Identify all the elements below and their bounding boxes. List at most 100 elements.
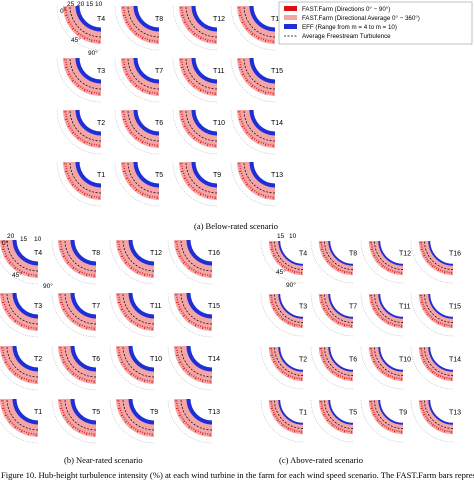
above-t2-fast-dir-bar-13 (276, 366, 280, 369)
near-t4-outer-grid (0, 261, 39, 285)
near-t7-fast-dir-bar-6 (81, 324, 83, 327)
above-t3-fast-dir-bar-15 (275, 309, 277, 312)
top-t10-fast-dir-bar-14 (187, 129, 189, 132)
above-t12-fast-dir-bar-9 (384, 266, 386, 268)
top-t15-fast-dir-bar-19 (238, 66, 242, 69)
above-t12-outer-grid (360, 240, 404, 284)
near-t9-fast-dir-bar-15 (122, 416, 125, 418)
top-t3-fast-dir-bar-10 (77, 84, 80, 88)
near-t13-fast-dir-bar-15 (180, 416, 183, 418)
top-t6-freestream-arc (127, 109, 160, 142)
near-t11-fast-dir-bar-19 (117, 301, 121, 304)
top-t11-fast-dir-bar-8 (198, 87, 200, 90)
top-t15-fast-dir-bar-15 (243, 75, 246, 77)
top-t6-turbine-label: T6 (155, 120, 163, 127)
above-t9-fast-dir-bar-9 (384, 425, 386, 427)
above-t10-fast-dir-bar-8 (385, 373, 388, 375)
near-t13-fast-avg-band (174, 399, 212, 437)
near-t12-fast-dir-bar-17 (120, 253, 123, 255)
top-t14-fast-dir-bar-8 (256, 139, 258, 142)
top-t13-fast-dir-bar-8 (256, 191, 258, 194)
near-t3-fast-dir-bar-7 (20, 323, 23, 327)
top-t9-fast-dir-bar-16 (183, 177, 187, 180)
near-t15-fast-dir-bar-19 (175, 301, 179, 304)
above-t16-fast-dir-bar-12 (429, 261, 431, 264)
above-t1-fast-dir-bar-19 (270, 407, 274, 410)
near-t12-fast-dir-bar-16 (120, 255, 124, 258)
near-t6-fast-dir-bar-12 (69, 369, 72, 371)
above-t16-fast-dir-bar-13 (426, 260, 430, 263)
top-t2-fast-dir-bar-8 (82, 139, 84, 142)
top-t8-fast-dir-bar-14 (129, 25, 131, 28)
top-t4-eff-band (75, 6, 101, 32)
top-t3-fast-dir-bar-17 (67, 71, 70, 73)
above-t4-turbine-label: T4 (299, 250, 307, 257)
top-t4-fast-dir-bar-14 (71, 25, 73, 28)
near-t9-fast-dir-bar-8 (135, 428, 137, 431)
above-t16-outer-grid (410, 240, 454, 284)
top-t10-fast-dir-bar-12 (190, 133, 193, 135)
top-t15-turbine-label: T15 (271, 68, 283, 75)
top-t5-fast-dir-bar-16 (125, 177, 129, 180)
above-t5-fast-dir-bar-15 (325, 415, 327, 418)
near-t9-eff-band (128, 399, 154, 425)
above-t8-eff-band (328, 241, 353, 266)
top-t15-fast-dir-bar-16 (241, 73, 245, 76)
top-t3-freestream-arc (69, 57, 102, 90)
above-t15-fast-dir-bar-14 (426, 311, 428, 313)
above-t16-fast-dir-bar-15 (425, 256, 427, 259)
top-t2-fast-avg-band (63, 110, 101, 148)
above-t15-turbine-label: T15 (449, 303, 461, 310)
top-t14-fast-dir-bar-12 (248, 133, 251, 135)
above-t1-fast-dir-bar-6 (289, 428, 292, 430)
near-t12-fast-dir-bar-12 (127, 263, 130, 265)
top-t8-fast-dir-bar-8 (140, 35, 142, 38)
above-t9-fast-dir-bar-15 (375, 415, 377, 418)
above-t11-turbine-label: T11 (399, 303, 411, 310)
top-t12-fast-dir-bar-19 (180, 14, 184, 17)
above-t5-fast-dir-bar-10 (331, 423, 334, 427)
above-t7-fast-dir-bar-7 (337, 321, 340, 324)
near-t8-fast-dir-bar-11 (71, 264, 73, 267)
above-t14-fast-dir-bar-19 (420, 354, 424, 357)
near-t13-fast-dir-bar-7 (194, 429, 197, 433)
top-t15-fast-avg-band (237, 58, 275, 96)
top-t1-fast-dir-bar-6 (86, 193, 88, 196)
above-t2-fast-dir-bar-10 (281, 370, 284, 374)
top-t10-fast-avg-band (179, 110, 217, 148)
top-t7-fast-dir-bar-15 (127, 75, 130, 77)
near-t5-fast-dir-bar-8 (77, 428, 79, 431)
legend-fast-avg: FAST.Farm (Directional Average 0° − 360°… (302, 15, 420, 22)
top-t4-fast-dir-bar-10 (77, 32, 80, 36)
near-t15-freestream-arc (180, 292, 213, 325)
above-t16-fast-dir-bar-16 (423, 254, 426, 257)
near-t14-outer-grid (167, 345, 213, 391)
top-t7-fast-dir-bar-14 (129, 77, 131, 80)
near-t13-outer-grid (167, 398, 213, 444)
near-angle-45: 45° (12, 271, 22, 279)
near-t11-fast-dir-bar-8 (135, 322, 137, 325)
top-t10-fast-dir-bar-16 (183, 125, 187, 128)
above-t8-turbine-label: T8 (349, 250, 357, 257)
top-t13-fast-avg-band (237, 162, 275, 200)
top-t2-fast-dir-bar-9 (79, 138, 82, 140)
near-radial-tick-10: 10 (34, 236, 42, 243)
top-t12-fast-dir-bar-15 (185, 23, 188, 25)
legend-eff: EFF (Range from m = 4 to m = 10) (302, 24, 397, 31)
above-t14-fast-dir-bar-15 (425, 362, 427, 365)
near-t11-outer-grid (109, 292, 155, 338)
above-t12-fast-dir-bar-6 (389, 269, 392, 271)
above-t13-fast-dir-bar-8 (435, 426, 438, 428)
above-t9-fast-dir-bar-11 (380, 422, 383, 424)
above-t11-freestream-arc (374, 293, 404, 323)
near-t4-turbine-label: T4 (34, 250, 42, 257)
near-t2-fast-dir-bar-8 (19, 375, 21, 378)
near-t14-fast-dir-bar-14 (182, 365, 184, 368)
near-t6-eff-band (70, 346, 96, 372)
top-t5-fast-dir-bar-10 (135, 188, 138, 192)
near-t10-fast-dir-bar-19 (117, 354, 121, 357)
above-t6-fast-dir-bar-16 (323, 360, 326, 363)
above-t7-fast-dir-bar-8 (335, 320, 338, 322)
top-t9-fast-dir-bar-14 (187, 181, 189, 184)
